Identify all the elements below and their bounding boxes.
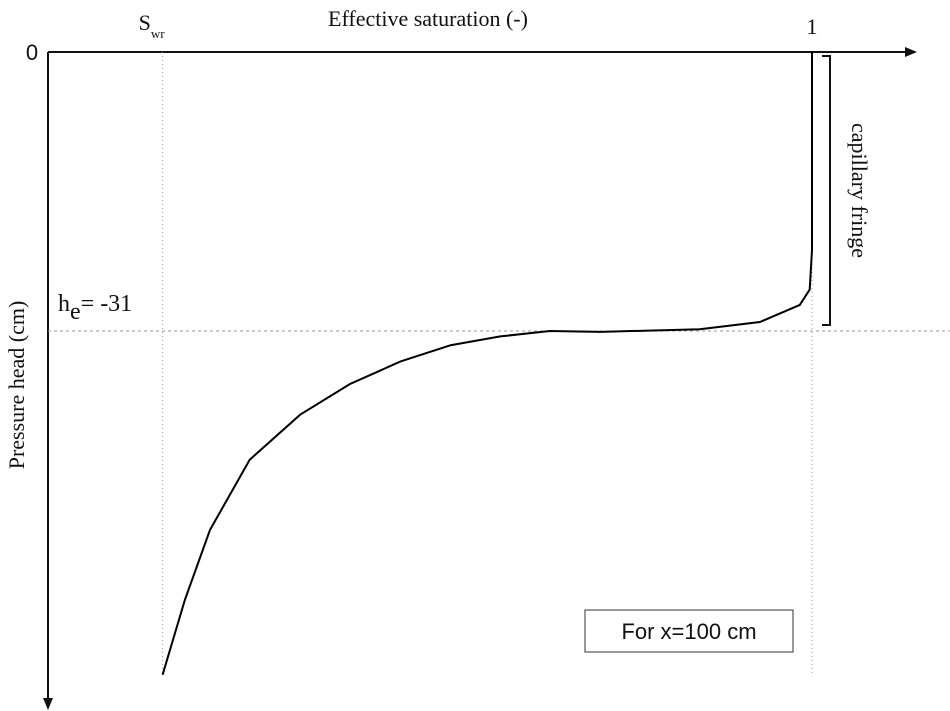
y-axis-title: Pressure head (cm) <box>4 301 29 470</box>
curve <box>161 52 813 676</box>
annotation: capillary fringe <box>847 123 872 258</box>
y-tick-label-sub: e <box>70 299 81 325</box>
y-tick-label-rest: = -31 <box>81 291 133 317</box>
y-tick-label-main: h <box>58 291 70 317</box>
x-tick-label: Swr <box>139 10 166 41</box>
y-tick-label: he= -31 <box>58 291 132 325</box>
x-tick-label: 1 <box>807 14 818 39</box>
annotation-box <box>584 609 794 653</box>
x-tick-label-sub: wr <box>151 26 165 41</box>
y-tick-label: 0 <box>26 40 38 65</box>
x-tick-label-main: S <box>139 10 151 35</box>
annotation: For x=100 cm <box>621 619 756 644</box>
bracket <box>822 55 831 326</box>
x-axis-title: Effective saturation (-) <box>328 6 528 31</box>
